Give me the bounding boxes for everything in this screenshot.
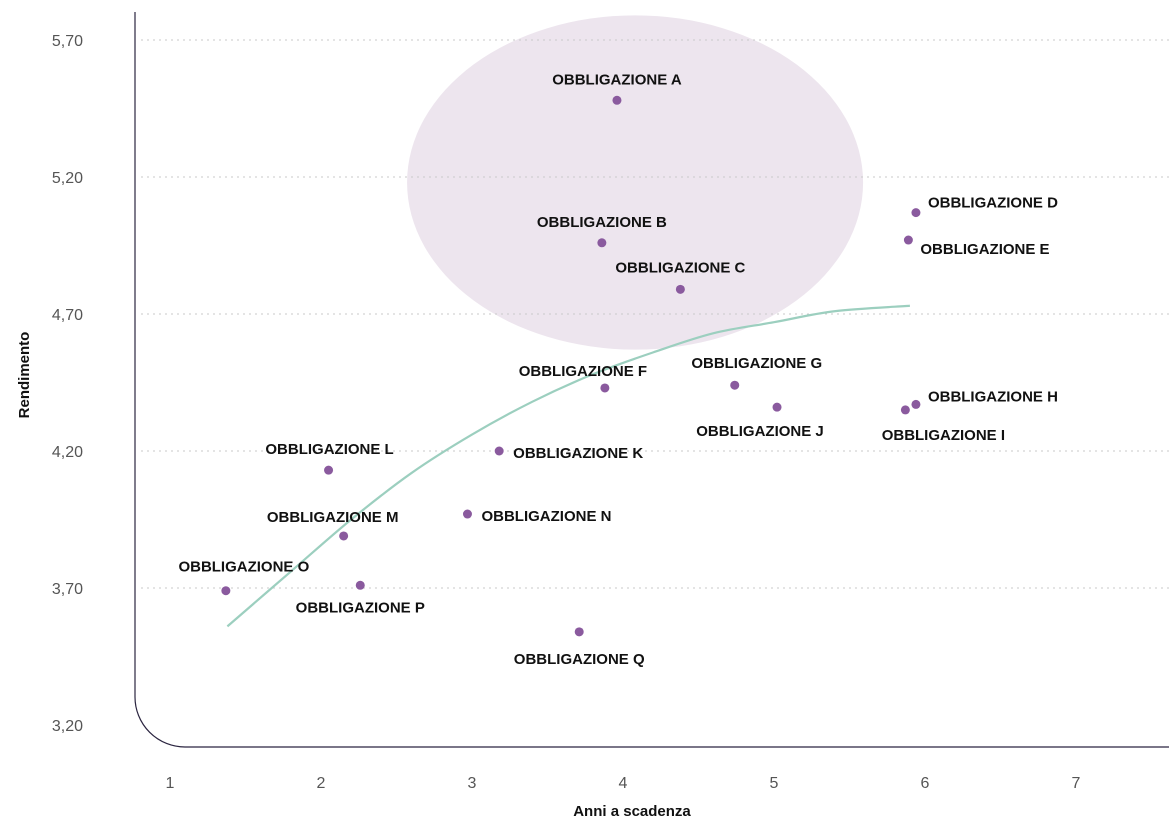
x-tick-label: 3 bbox=[468, 775, 477, 792]
data-point bbox=[324, 465, 334, 475]
axes bbox=[134, 12, 1169, 748]
point-label: OBBLIGAZIONE I bbox=[882, 427, 1005, 444]
point-label: OBBLIGAZIONE K bbox=[513, 445, 643, 462]
y-axis-title: Rendimento bbox=[16, 332, 33, 419]
data-point bbox=[911, 399, 921, 409]
y-tick-label: 4,70 bbox=[52, 307, 83, 324]
point-label: OBBLIGAZIONE J bbox=[696, 423, 824, 440]
data-point bbox=[600, 383, 610, 393]
point-label: OBBLIGAZIONE F bbox=[519, 363, 647, 380]
x-tick-label: 1 bbox=[166, 775, 175, 792]
data-point bbox=[462, 509, 472, 519]
data-point bbox=[903, 235, 913, 245]
point-label: OBBLIGAZIONE B bbox=[537, 214, 667, 231]
point-label: OBBLIGAZIONE Q bbox=[514, 651, 645, 668]
data-point bbox=[911, 208, 921, 218]
point-label: OBBLIGAZIONE E bbox=[920, 241, 1049, 258]
point-label: OBBLIGAZIONE P bbox=[296, 599, 425, 616]
x-tick-label: 5 bbox=[770, 775, 779, 792]
x-tick-labels: 1 2 3 4 5 6 7 bbox=[166, 775, 1081, 792]
highlight-ellipse bbox=[407, 15, 864, 350]
point-label: OBBLIGAZIONE L bbox=[265, 441, 393, 458]
data-point bbox=[221, 586, 231, 596]
x-tick-label: 4 bbox=[619, 775, 628, 792]
y-tick-label: 5,70 bbox=[52, 33, 83, 50]
y-tick-label: 4,20 bbox=[52, 444, 83, 461]
data-point bbox=[772, 402, 782, 412]
x-tick-label: 6 bbox=[921, 775, 930, 792]
point-label: OBBLIGAZIONE C bbox=[615, 259, 745, 276]
y-tick-labels: 3,20 3,70 4,20 4,70 5,20 5,70 bbox=[52, 33, 83, 735]
x-tick-label: 2 bbox=[317, 775, 326, 792]
trend-curve-layer bbox=[226, 304, 910, 628]
data-point bbox=[612, 95, 622, 105]
data-points bbox=[221, 95, 921, 637]
data-point bbox=[900, 405, 910, 415]
y-tick-label: 5,20 bbox=[52, 170, 83, 187]
trend-curve bbox=[226, 304, 910, 628]
x-axis-title: Anni a scadenza bbox=[573, 803, 691, 820]
data-point bbox=[574, 627, 584, 637]
data-point bbox=[597, 238, 607, 248]
data-point bbox=[339, 531, 349, 541]
point-label: OBBLIGAZIONE A bbox=[552, 71, 682, 88]
highlight-ellipse-layer bbox=[407, 15, 864, 350]
y-tick-label: 3,70 bbox=[52, 581, 83, 598]
point-label: OBBLIGAZIONE G bbox=[691, 355, 822, 372]
point-label: OBBLIGAZIONE N bbox=[481, 508, 611, 525]
point-label: OBBLIGAZIONE O bbox=[178, 559, 309, 576]
data-point bbox=[494, 446, 504, 456]
axis-frame bbox=[134, 12, 1169, 748]
point-label: OBBLIGAZIONE D bbox=[928, 195, 1058, 212]
point-label: OBBLIGAZIONE H bbox=[928, 388, 1058, 405]
data-point bbox=[675, 284, 685, 294]
point-labels: OBBLIGAZIONE A OBBLIGAZIONE B OBBLIGAZIONE… bbox=[178, 71, 1058, 668]
data-point bbox=[355, 580, 365, 590]
data-point bbox=[730, 380, 740, 390]
x-tick-label: 7 bbox=[1072, 775, 1081, 792]
point-label: OBBLIGAZIONE M bbox=[267, 509, 399, 526]
y-tick-label: 3,20 bbox=[52, 718, 83, 735]
